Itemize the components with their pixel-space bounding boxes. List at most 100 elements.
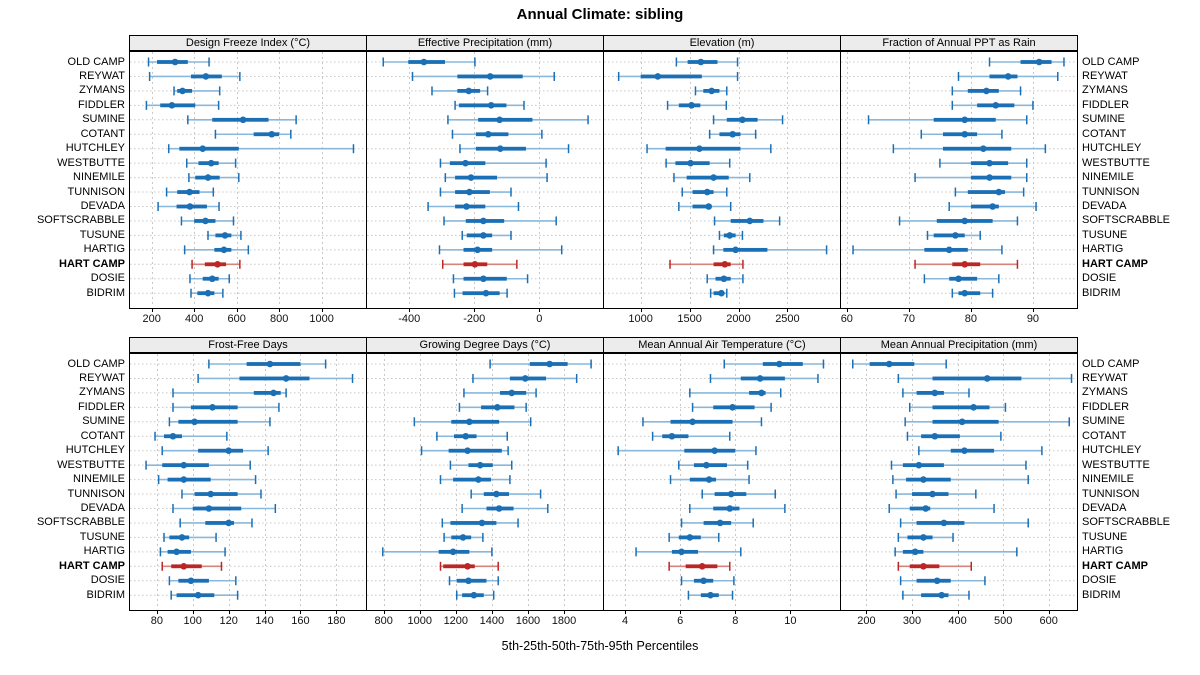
site-series — [130, 274, 365, 284]
axis-tick-label: 1500 — [677, 313, 702, 325]
site-label-left: OLD CAMP — [67, 55, 125, 68]
site-series — [841, 274, 1076, 284]
site-series — [367, 187, 602, 197]
site-label-right: FIDDLER — [1082, 98, 1130, 111]
axis-tick — [279, 308, 280, 312]
site-series — [841, 402, 1076, 412]
axis-tick-label: 4 — [621, 615, 629, 627]
panel-strip: Growing Degree Days (°C) — [366, 337, 604, 353]
axis-tick-label: 120 — [219, 615, 238, 627]
axis-tick-label: 400 — [185, 313, 204, 325]
axis-tick-label: 80 — [964, 313, 978, 325]
axis-tick-label: -400 — [398, 313, 421, 325]
site-label-left: DEVADA — [80, 200, 125, 212]
axis-tick-label: 1000 — [407, 615, 432, 627]
site-label-left: ZYMANS — [79, 386, 125, 399]
site-series — [130, 71, 365, 81]
site-label-left: COTANT — [80, 429, 125, 442]
site-series — [130, 230, 365, 240]
axis-tick-label: -200 — [463, 313, 486, 325]
site-label-right: REYWAT — [1082, 371, 1128, 384]
site-series — [130, 489, 365, 499]
site-series — [130, 115, 365, 125]
site-series — [367, 590, 602, 600]
site-series — [604, 144, 839, 154]
axis-tick-label: 0 — [536, 313, 543, 325]
site-label-left: SUMINE — [82, 113, 125, 126]
site-series — [367, 86, 602, 96]
site-series — [841, 187, 1076, 197]
site-series — [367, 576, 602, 586]
site-series — [841, 417, 1076, 427]
site-series — [841, 532, 1076, 542]
site-series — [367, 202, 602, 211]
axis-tick — [336, 610, 337, 614]
site-series — [841, 504, 1076, 513]
site-label-right: COTANT — [1082, 429, 1127, 442]
site-series — [130, 187, 365, 197]
site-series — [841, 173, 1076, 183]
site-label-right: DOSIE — [1082, 574, 1117, 587]
site-series — [130, 216, 365, 226]
site-series — [367, 245, 602, 255]
site-label-right: SUMINE — [1082, 415, 1125, 428]
panel-strip: Elevation (m) — [603, 35, 841, 51]
site-series — [604, 417, 839, 427]
axis-tick — [564, 610, 565, 614]
site-label-right: SOFTSCRABBLE — [1082, 214, 1171, 227]
site-series — [130, 547, 365, 557]
site-series — [604, 129, 839, 139]
axis-tick-label: 10 — [784, 615, 797, 627]
site-label-right: BIDRIM — [1082, 588, 1121, 601]
site-label-right: TUSUNE — [1082, 530, 1128, 543]
axis-tick — [1033, 308, 1034, 312]
site-series — [841, 431, 1076, 441]
site-label-right: BIDRIM — [1082, 286, 1121, 299]
site-label-right: HUTCHLEY — [1082, 142, 1142, 155]
site-series — [841, 288, 1076, 298]
site-series — [367, 373, 602, 383]
site-series — [130, 202, 365, 211]
site-label-right: HARTIG — [1082, 545, 1124, 558]
site-series — [604, 489, 839, 499]
site-label-right: COTANT — [1082, 127, 1127, 140]
site-series — [130, 173, 365, 183]
axis-tick — [193, 610, 194, 614]
axis-tick — [229, 610, 230, 614]
site-label-left: DOSIE — [90, 272, 125, 285]
site-label-right: HUTCHLEY — [1082, 444, 1142, 457]
panel-plot — [129, 51, 367, 309]
site-series — [130, 561, 365, 571]
panel-plot — [840, 353, 1078, 611]
site-series — [130, 504, 365, 513]
site-series — [604, 475, 839, 485]
site-series — [841, 373, 1076, 383]
site-series — [367, 518, 602, 528]
site-series — [604, 216, 839, 226]
site-label-left: OLD CAMP — [67, 357, 125, 370]
site-label-left: TUNNISON — [67, 185, 125, 198]
axis-tick — [1049, 610, 1050, 614]
site-series — [841, 446, 1076, 456]
axis-tick-label: 200 — [142, 313, 161, 325]
site-label-right: HART CAMP — [1082, 559, 1148, 572]
site-label-left: FIDDLER — [77, 98, 125, 111]
site-series — [367, 173, 602, 183]
site-series — [841, 259, 1076, 269]
site-series — [367, 504, 602, 513]
site-series — [841, 100, 1076, 110]
site-series — [604, 402, 839, 412]
site-label-right: NINEMILE — [1082, 171, 1134, 184]
site-series — [604, 518, 839, 528]
site-series — [130, 288, 365, 298]
axis-tick-label: 1000 — [628, 313, 653, 325]
axis-tick — [265, 610, 266, 614]
site-series — [841, 202, 1076, 211]
site-series — [604, 158, 839, 168]
site-series — [604, 86, 839, 96]
site-series — [130, 417, 365, 427]
site-label-left: HART CAMP — [59, 257, 125, 270]
site-series — [130, 460, 365, 470]
panel-plot — [603, 353, 841, 611]
